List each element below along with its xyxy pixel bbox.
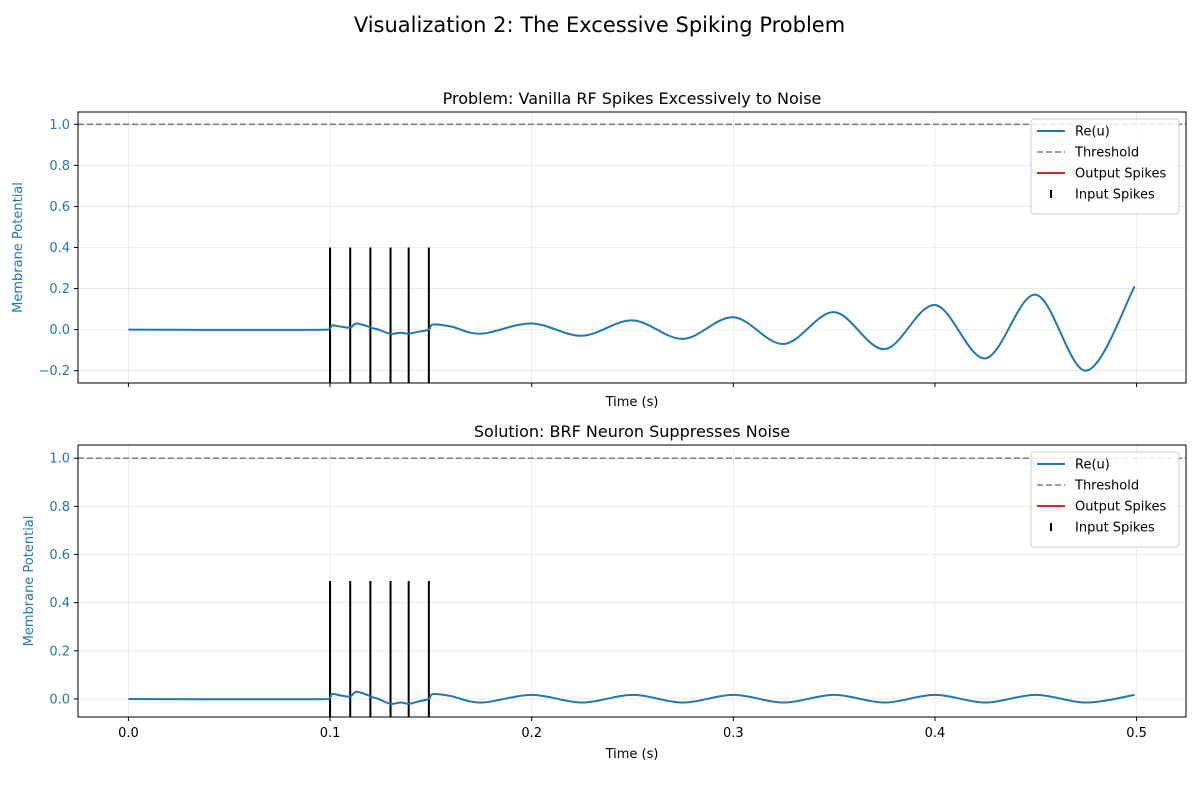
series-line-re-u [128, 690, 1135, 705]
y-tick-label: 0.0 [49, 323, 70, 338]
y-tick-label: 0.0 [49, 692, 70, 707]
y-tick-label: −0.2 [38, 364, 70, 379]
x-tick-label: 0.0 [118, 726, 139, 741]
x-tick-label: 0.3 [723, 726, 744, 741]
y-tick-label: 0.4 [49, 596, 70, 611]
x-tick-label: 0.1 [320, 726, 341, 741]
figure-title: Visualization 2: The Excessive Spiking P… [354, 13, 845, 37]
y-tick-label: 0.6 [49, 548, 70, 563]
plot-solution: 0.0 0.2 0.4 0.6 0.8 1.0 0.0 0.1 0.2 0.3 0.4 0.5 Solu… [22, 422, 1187, 762]
plot-title: Solution: BRF Neuron Suppresses Noise [474, 422, 790, 441]
plot-problem: −0.2 0.0 0.2 0.4 0.6 0.8 1.0 Problem: Vanilla R… [11, 89, 1187, 410]
legend-label: Input Spikes [1075, 521, 1155, 536]
legend: Re(u) Threshold Output Spikes Input Spikes [1030, 118, 1180, 215]
plot-title: Problem: Vanilla RF Spikes Excessively t… [443, 89, 822, 108]
y-axis-label: Membrane Potential [11, 182, 26, 313]
legend-label: Re(u) [1075, 458, 1110, 473]
x-axis-label: Time (s) [605, 395, 659, 410]
legend-box [1030, 118, 1180, 215]
legend-label: Threshold [1074, 146, 1139, 161]
y-tick-label: 0.6 [49, 200, 70, 215]
legend-label: Threshold [1074, 479, 1139, 494]
y-tick-label: 1.0 [49, 118, 70, 133]
legend: Re(u) Threshold Output Spikes Input Spikes [1030, 451, 1180, 548]
legend-label: Output Spikes [1075, 167, 1166, 182]
legend-label: Output Spikes [1075, 500, 1166, 515]
y-tick-label: 0.8 [49, 500, 70, 515]
x-tick-label: 0.2 [521, 726, 542, 741]
x-tick-label: 0.4 [925, 726, 946, 741]
y-axis-label: Membrane Potential [22, 516, 37, 647]
x-axis-label: Time (s) [605, 747, 659, 762]
axes-frame [77, 444, 1187, 718]
legend-label: Re(u) [1075, 125, 1110, 140]
x-tick-label: 0.5 [1126, 726, 1147, 741]
y-tick-label: 1.0 [49, 452, 70, 467]
y-tick-label: 0.2 [49, 644, 70, 659]
series-line-re-u [128, 286, 1136, 372]
legend-label: Input Spikes [1075, 188, 1155, 203]
y-tick-label: 0.8 [49, 159, 70, 174]
y-tick-label: 0.2 [49, 282, 70, 297]
y-tick-label: 0.4 [49, 241, 70, 256]
legend-box [1030, 451, 1180, 548]
